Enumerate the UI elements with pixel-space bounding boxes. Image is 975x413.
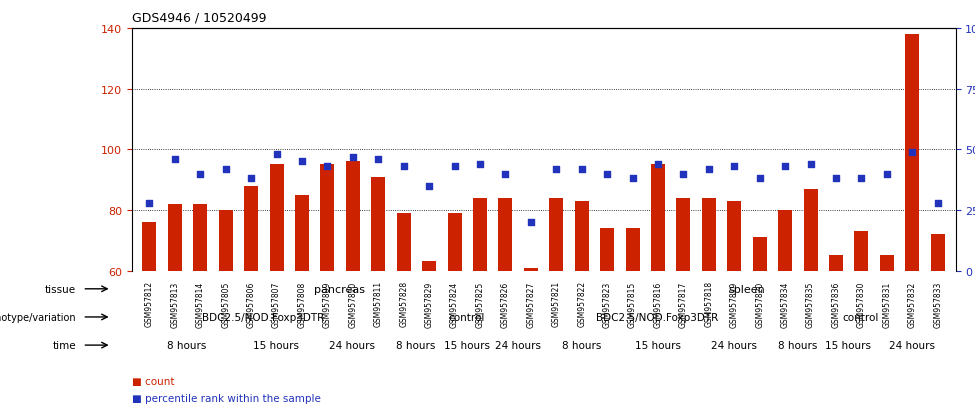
Bar <box>626 228 640 413</box>
Point <box>192 171 208 178</box>
Bar <box>879 256 894 413</box>
Point <box>574 166 590 173</box>
Point <box>828 176 843 182</box>
Point <box>244 176 259 182</box>
Text: 24 hours: 24 hours <box>330 340 375 350</box>
Point <box>447 164 462 170</box>
Bar <box>727 202 741 413</box>
Bar <box>371 177 385 413</box>
Point <box>141 200 157 206</box>
Text: ■ percentile rank within the sample: ■ percentile rank within the sample <box>132 393 321 403</box>
Bar <box>651 165 665 413</box>
Point <box>167 156 182 163</box>
Bar <box>829 256 843 413</box>
Bar <box>854 232 869 413</box>
Point <box>676 171 691 178</box>
Point <box>523 219 538 226</box>
Point <box>396 164 411 170</box>
Point <box>217 166 233 173</box>
Text: 8 hours: 8 hours <box>396 340 436 350</box>
Point <box>294 159 310 165</box>
Text: 24 hours: 24 hours <box>711 340 757 350</box>
Text: control: control <box>448 312 485 322</box>
Text: time: time <box>53 340 76 350</box>
Bar <box>346 162 360 413</box>
Point <box>370 156 386 163</box>
Point <box>497 171 513 178</box>
Bar <box>549 198 564 413</box>
Bar <box>473 198 487 413</box>
Bar <box>498 198 513 413</box>
Bar <box>601 228 614 413</box>
Text: 15 hours: 15 hours <box>254 340 299 350</box>
Bar <box>422 262 436 413</box>
Point <box>905 149 920 156</box>
Bar <box>142 223 156 413</box>
Point <box>701 166 717 173</box>
Text: control: control <box>842 312 879 322</box>
Text: genotype/variation: genotype/variation <box>0 312 76 322</box>
Bar <box>778 211 792 413</box>
Text: 8 hours: 8 hours <box>778 340 817 350</box>
Text: tissue: tissue <box>45 284 76 294</box>
Bar <box>269 165 284 413</box>
Bar <box>803 189 818 413</box>
Point <box>726 164 742 170</box>
Point <box>802 161 818 168</box>
Text: GDS4946 / 10520499: GDS4946 / 10520499 <box>132 12 266 25</box>
Text: ■ count: ■ count <box>132 376 175 386</box>
Text: 8 hours: 8 hours <box>562 340 601 350</box>
Bar <box>677 198 690 413</box>
Bar <box>397 214 410 413</box>
Text: 15 hours: 15 hours <box>825 340 872 350</box>
Bar <box>321 165 334 413</box>
Bar <box>244 186 258 413</box>
Text: 15 hours: 15 hours <box>444 340 489 350</box>
Bar <box>931 235 945 413</box>
Text: BDC2.5/NOD.Foxp3DTR: BDC2.5/NOD.Foxp3DTR <box>202 312 325 322</box>
Point <box>345 154 361 161</box>
Bar <box>168 204 182 413</box>
Point <box>472 161 488 168</box>
Bar <box>574 202 589 413</box>
Text: 24 hours: 24 hours <box>889 340 935 350</box>
Text: pancreas: pancreas <box>314 284 366 294</box>
Point <box>320 164 335 170</box>
Text: 15 hours: 15 hours <box>635 340 681 350</box>
Point <box>930 200 946 206</box>
Point <box>650 161 666 168</box>
Point <box>625 176 641 182</box>
Bar <box>905 35 919 413</box>
Bar <box>702 198 716 413</box>
Point <box>752 176 767 182</box>
Bar <box>448 214 461 413</box>
Point <box>269 152 285 158</box>
Text: 24 hours: 24 hours <box>494 340 541 350</box>
Text: spleen: spleen <box>728 284 764 294</box>
Bar <box>524 268 538 413</box>
Text: BDC2.5/NOD.Foxp3DTR: BDC2.5/NOD.Foxp3DTR <box>597 312 719 322</box>
Point <box>421 183 437 190</box>
Bar <box>193 204 208 413</box>
Point <box>600 171 615 178</box>
Bar <box>218 211 233 413</box>
Point <box>854 176 870 182</box>
Point <box>549 166 565 173</box>
Point <box>777 164 793 170</box>
Bar <box>295 195 309 413</box>
Text: 8 hours: 8 hours <box>168 340 207 350</box>
Bar <box>753 237 766 413</box>
Point <box>879 171 895 178</box>
